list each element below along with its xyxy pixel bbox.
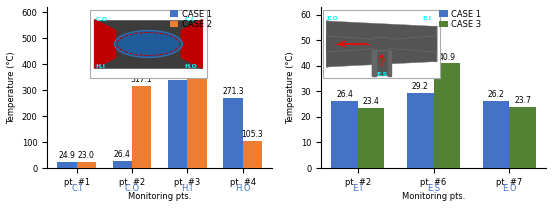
- Text: 271.3: 271.3: [222, 87, 244, 96]
- Y-axis label: Temperature (°C): Temperature (°C): [286, 51, 295, 124]
- Bar: [243, 141, 262, 168]
- Text: H.O: H.O: [235, 184, 251, 193]
- Y-axis label: Temperature (°C): Temperature (°C): [7, 51, 16, 124]
- Bar: [58, 161, 77, 168]
- Bar: [77, 162, 96, 168]
- Bar: [483, 101, 509, 168]
- Text: 26.2: 26.2: [488, 90, 504, 99]
- Text: C.O: C.O: [124, 184, 139, 193]
- Text: 26.4: 26.4: [336, 90, 353, 98]
- Bar: [168, 80, 187, 168]
- Text: E.O: E.O: [502, 184, 517, 193]
- Bar: [434, 63, 460, 168]
- Bar: [358, 108, 384, 168]
- Text: 23.0: 23.0: [78, 151, 95, 160]
- Text: C.I: C.I: [71, 184, 82, 193]
- Legend: CASE 1, CASE 2: CASE 1, CASE 2: [168, 8, 213, 30]
- X-axis label: Monitoring pts.: Monitoring pts.: [402, 192, 465, 201]
- Bar: [331, 101, 358, 168]
- Text: E.S: E.S: [427, 184, 440, 193]
- Bar: [223, 97, 243, 168]
- Bar: [509, 107, 536, 168]
- Text: 317.1: 317.1: [131, 75, 153, 84]
- Text: E.I: E.I: [353, 184, 363, 193]
- Text: 436.5: 436.5: [186, 44, 208, 53]
- Text: 338.1: 338.1: [167, 69, 189, 78]
- Text: 23.4: 23.4: [363, 97, 379, 106]
- Legend: CASE 1, CASE 3: CASE 1, CASE 3: [437, 8, 483, 30]
- Bar: [187, 55, 207, 168]
- Text: 29.2: 29.2: [412, 82, 429, 91]
- Text: 40.9: 40.9: [439, 52, 455, 62]
- Bar: [407, 93, 434, 168]
- Text: 105.3: 105.3: [242, 130, 263, 139]
- Text: 26.4: 26.4: [114, 150, 131, 159]
- Text: 24.9: 24.9: [59, 151, 75, 160]
- Text: 23.7: 23.7: [514, 96, 531, 105]
- Bar: [132, 86, 152, 168]
- Bar: [113, 161, 132, 168]
- Text: H.I: H.I: [181, 184, 193, 193]
- X-axis label: Monitoring pts.: Monitoring pts.: [128, 192, 191, 201]
